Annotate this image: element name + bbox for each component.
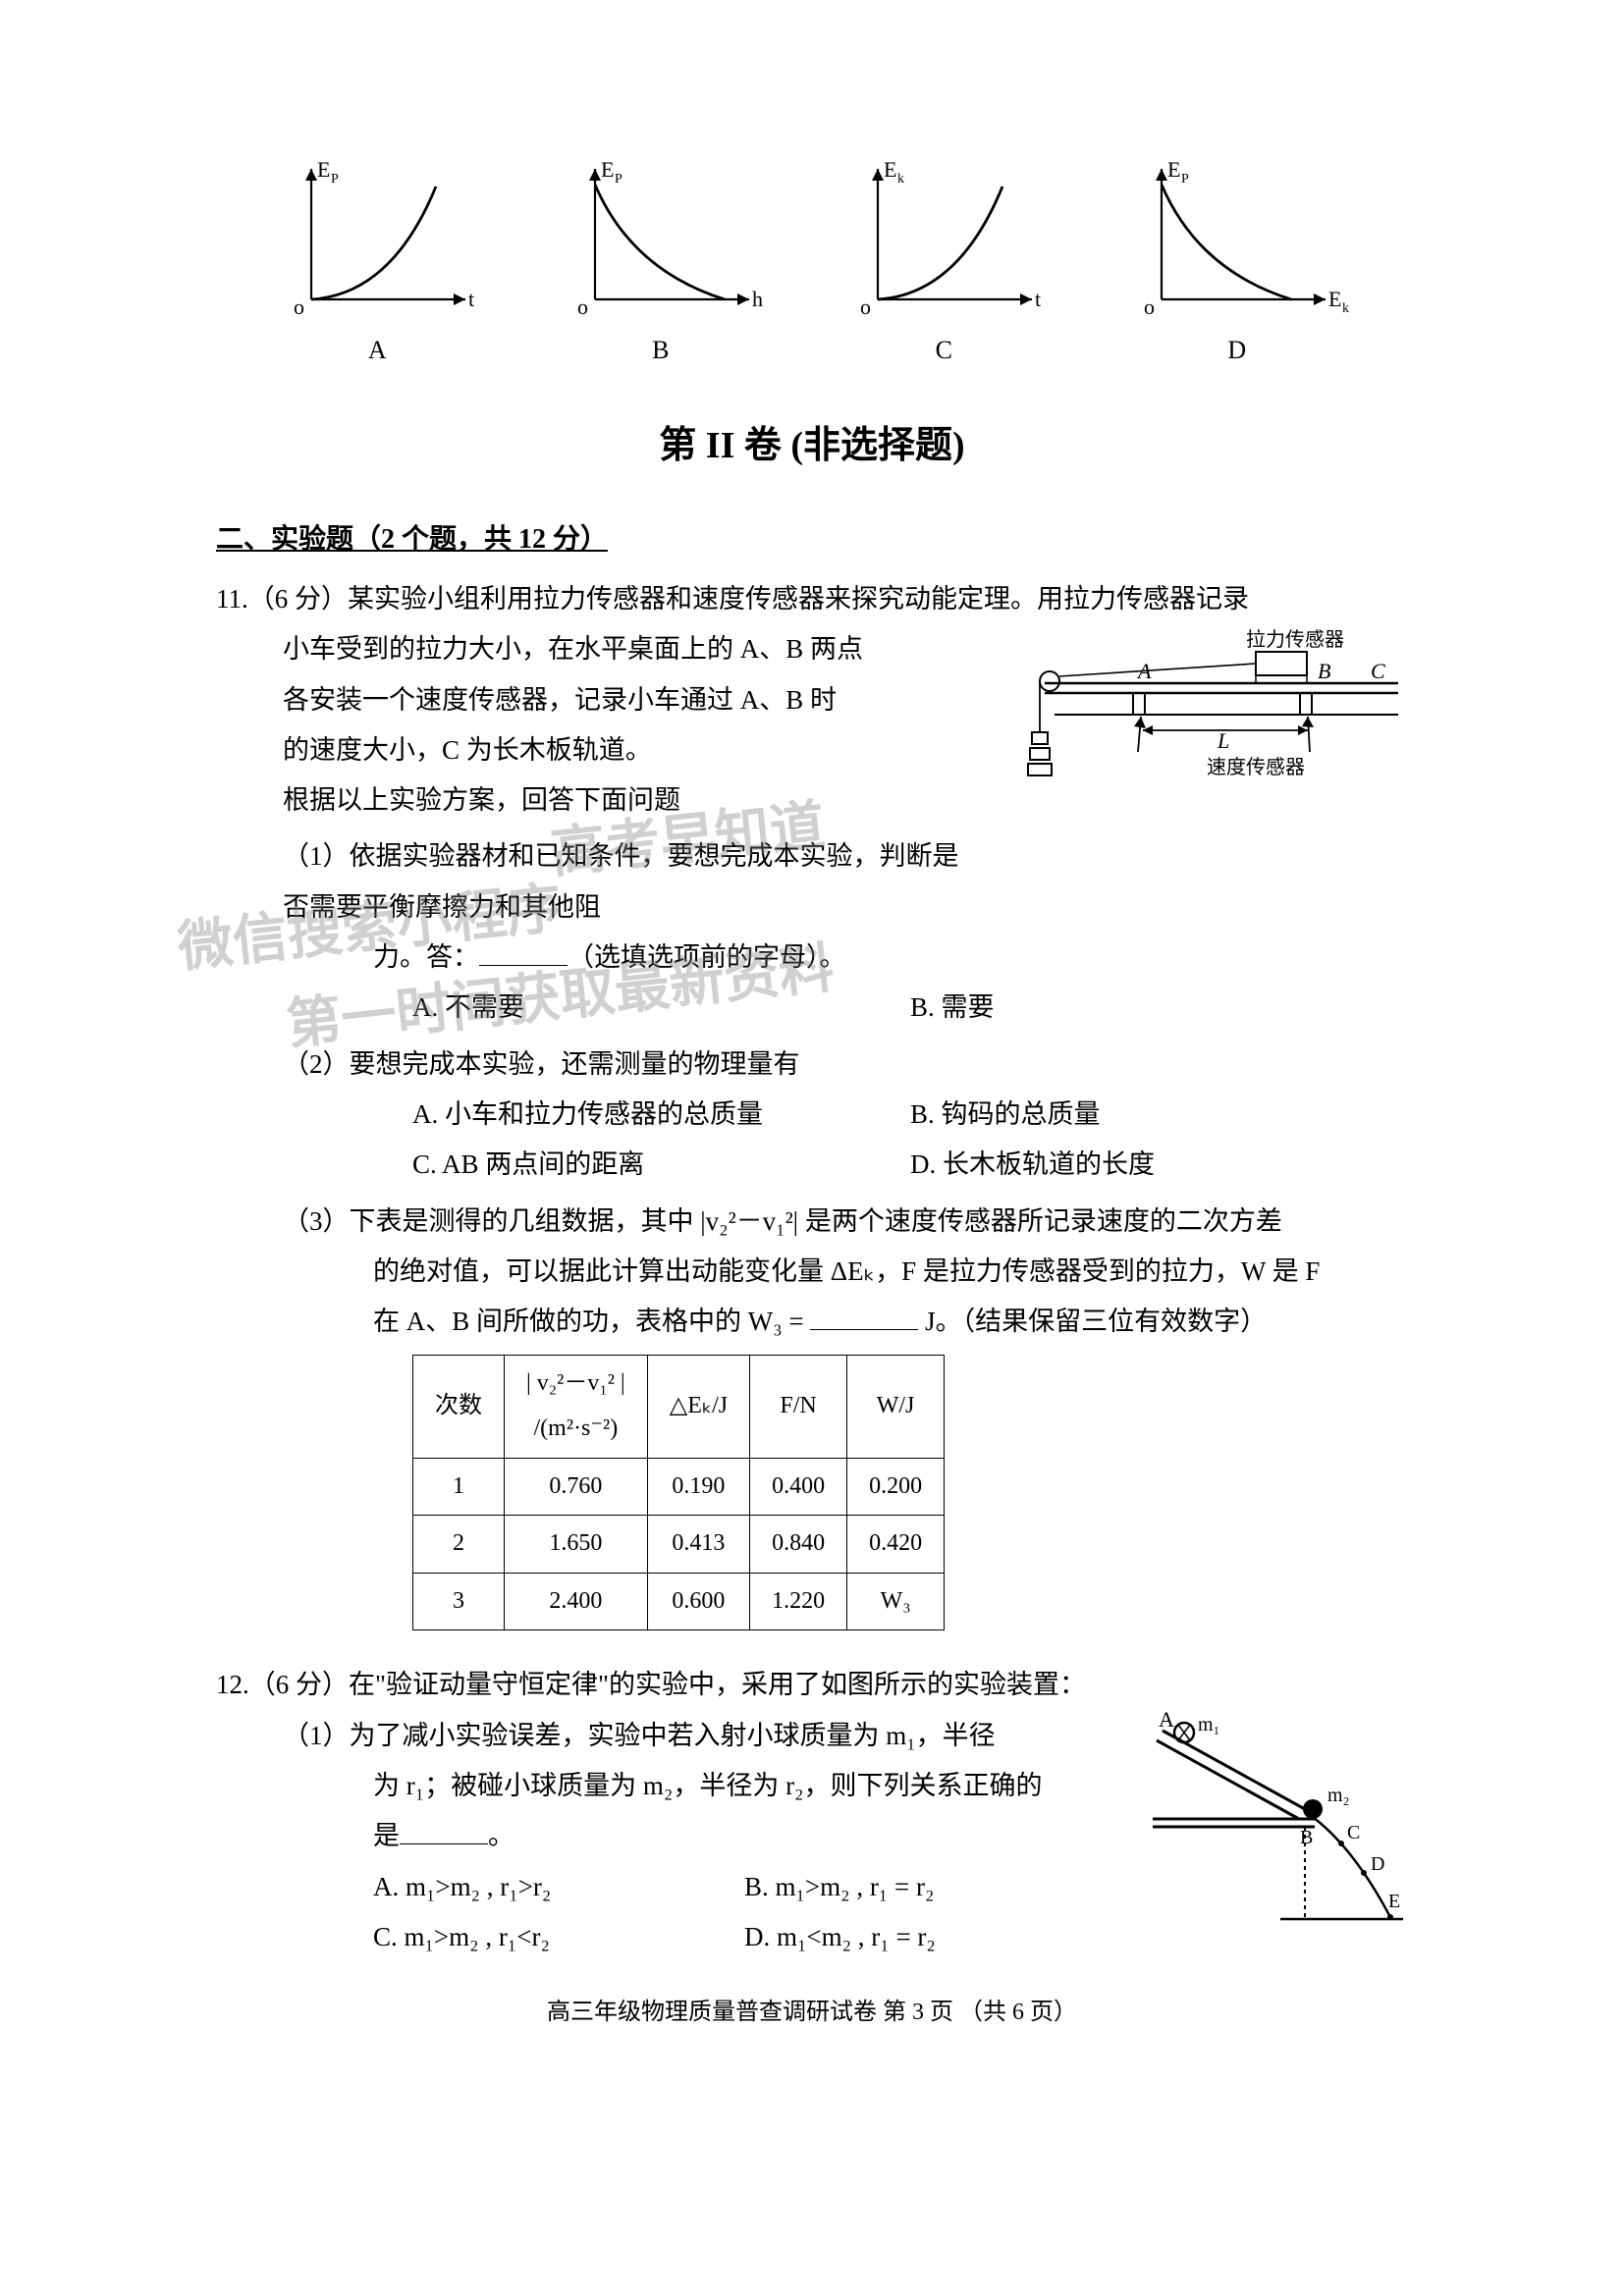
q11-p1-optB: B. 需要: [910, 983, 1408, 1033]
q11-p3-l3b: J。（结果保留三位有效数字）: [918, 1307, 1267, 1336]
q11-apparatus-diagram: A B C 拉力传感器 L 速度传感器: [996, 624, 1408, 828]
page-footer: 高三年级物理质量普查调研试卷 第 3 页 （共 6 页）: [216, 1992, 1408, 2026]
q12-optD: D. m₁<m₂ , r₁ = r₂: [744, 1912, 1115, 1962]
section-title: 第 II 卷 (非选择题): [216, 414, 1408, 468]
graph-D-svg: EP o Ek: [1124, 157, 1350, 324]
q11-diagram-speed-label: 速度传感器: [1207, 756, 1305, 778]
svg-text:o: o: [294, 294, 304, 319]
th-4: W/J: [847, 1356, 945, 1458]
svg-text:k: k: [897, 172, 904, 187]
q11-stem-l1: 某实验小组利用拉力传感器和速度传感器来探究动能定理。用拉力传感器记录: [348, 584, 1249, 614]
graph-option-D: EP o Ek D: [1124, 157, 1350, 365]
q12-diagram-m1: m₁: [1198, 1714, 1220, 1735]
q11-p1-blank[interactable]: [479, 936, 568, 966]
q12-p1-blank[interactable]: [400, 1816, 488, 1845]
graph-A-label: A: [368, 336, 387, 365]
q12-optA: A. m₁>m₂ , r₁>r₂: [373, 1862, 744, 1912]
svg-text:o: o: [577, 294, 588, 319]
table-header-row: 次数 | v₂²－v₁² | /(m²·s⁻²) △Eₖ/J F/N W/J: [413, 1356, 945, 1458]
q11-points: （6 分）: [248, 584, 348, 614]
subsection-title: 二、实验题（2 个题，共 12 分）: [216, 517, 1408, 557]
table-row: 3 2.400 0.600 1.220 W₃: [413, 1573, 945, 1630]
q11-p3-l2: 的绝对值，可以据此计算出动能变化量 ΔEₖ，F 是拉力传感器受到的拉力，W 是 …: [283, 1247, 1408, 1297]
svg-text:C: C: [1347, 1822, 1360, 1843]
q11-p2-optB: B. 钩码的总质量: [910, 1090, 1408, 1140]
q11-diagram-L: L: [1217, 728, 1229, 753]
graph-option-B: EP o h B: [558, 157, 764, 365]
q12-p1-l3a: 是: [373, 1821, 400, 1850]
svg-text:t: t: [468, 287, 474, 311]
table-row: 2 1.650 0.413 0.840 0.420: [413, 1516, 945, 1574]
q11-p1-optA: A. 不需要: [412, 983, 910, 1033]
q12-p1-l3b: 。: [488, 1821, 514, 1850]
svg-text:D: D: [1371, 1853, 1384, 1875]
q11-p3-l3a: 在 A、B 间所做的功，表格中的 W₃ =: [373, 1307, 810, 1336]
svg-text:P: P: [1181, 172, 1189, 187]
q12-optB: B. m₁>m₂ , r₁ = r₂: [744, 1862, 1115, 1912]
svg-text:o: o: [860, 294, 871, 319]
q11-p3-l1: （3）下表是测得的几组数据，其中 |v₂²－v₁²| 是两个速度传感器所记录速度…: [283, 1197, 1408, 1247]
graph-options-row: EP o t A EP o h B Ek o t C: [216, 157, 1408, 365]
q12-stem: 在"验证动量守恒定律"的实验中，采用了如图所示的实验装置：: [349, 1670, 1086, 1699]
svg-text:E: E: [601, 157, 614, 182]
q11-p2-optD: D. 长木板轨道的长度: [910, 1140, 1408, 1190]
th-2: △Eₖ/J: [647, 1356, 749, 1458]
q11-p3-blank[interactable]: [810, 1301, 918, 1330]
svg-text:E: E: [1328, 287, 1341, 311]
q11-number: 11.: [216, 584, 248, 614]
question-11: 11.（6 分）某实验小组利用拉力传感器和速度传感器来探究动能定理。用拉力传感器…: [216, 574, 1408, 1648]
graph-C-label: C: [936, 336, 952, 365]
table-row: 1 0.760 0.190 0.400 0.200: [413, 1458, 945, 1516]
q11-diagram-tension-label: 拉力传感器: [1246, 628, 1344, 651]
th-0: 次数: [413, 1356, 505, 1458]
q12-points: （6 分）: [249, 1670, 349, 1699]
svg-text:E: E: [1388, 1891, 1400, 1912]
svg-text:B: B: [1300, 1827, 1313, 1848]
q12-number: 12.: [216, 1670, 249, 1699]
graph-B-svg: EP o h: [558, 157, 764, 324]
svg-text:E: E: [884, 157, 896, 182]
svg-text:P: P: [331, 172, 339, 187]
svg-text:E: E: [317, 157, 330, 182]
q12-diagram-m2: m₂: [1327, 1785, 1350, 1806]
q12-apparatus-diagram: A m₁ m₂ B C D E: [1133, 1711, 1408, 1953]
q11-data-table: 次数 | v₂²－v₁² | /(m²·s⁻²) △Eₖ/J F/N W/J 1…: [412, 1355, 945, 1630]
q11-p1-line-b: 力。答：: [373, 942, 479, 972]
svg-text:P: P: [615, 172, 623, 187]
q11-diagram-C: C: [1371, 659, 1385, 683]
th-3: F/N: [750, 1356, 847, 1458]
svg-text:o: o: [1144, 294, 1155, 319]
q11-p1-line-a: （1）依据实验器材和已知条件，要想完成本实验，判断是否需要平衡摩擦力和其他阻: [283, 831, 1408, 933]
question-12: 12.（6 分）在"验证动量守恒定律"的实验中，采用了如图所示的实验装置： A …: [216, 1660, 1408, 1962]
svg-text:k: k: [1342, 301, 1349, 316]
th-1: | v₂²－v₁² | /(m²·s⁻²): [505, 1356, 648, 1458]
graph-B-label: B: [652, 336, 669, 365]
svg-text:t: t: [1035, 287, 1041, 311]
graph-option-C: Ek o t C: [840, 157, 1047, 365]
graph-option-A: EP o t A: [274, 157, 480, 365]
q11-p2-text: （2）要想完成本实验，还需测量的物理量有: [283, 1040, 1408, 1090]
svg-text:A: A: [1159, 1711, 1174, 1732]
graph-A-svg: EP o t: [274, 157, 480, 324]
q11-p2-optA: A. 小车和拉力传感器的总质量: [412, 1090, 910, 1140]
svg-text:E: E: [1167, 157, 1180, 182]
svg-text:h: h: [752, 287, 763, 311]
q11-p2-optC: C. AB 两点间的距离: [412, 1140, 910, 1190]
q12-optC: C. m₁>m₂ , r₁<r₂: [373, 1912, 744, 1962]
q11-diagram-B: B: [1318, 659, 1330, 683]
graph-D-label: D: [1227, 336, 1246, 365]
q11-p1-line-c: （选填选项前的字母）。: [568, 942, 846, 972]
graph-C-svg: Ek o t: [840, 157, 1047, 324]
